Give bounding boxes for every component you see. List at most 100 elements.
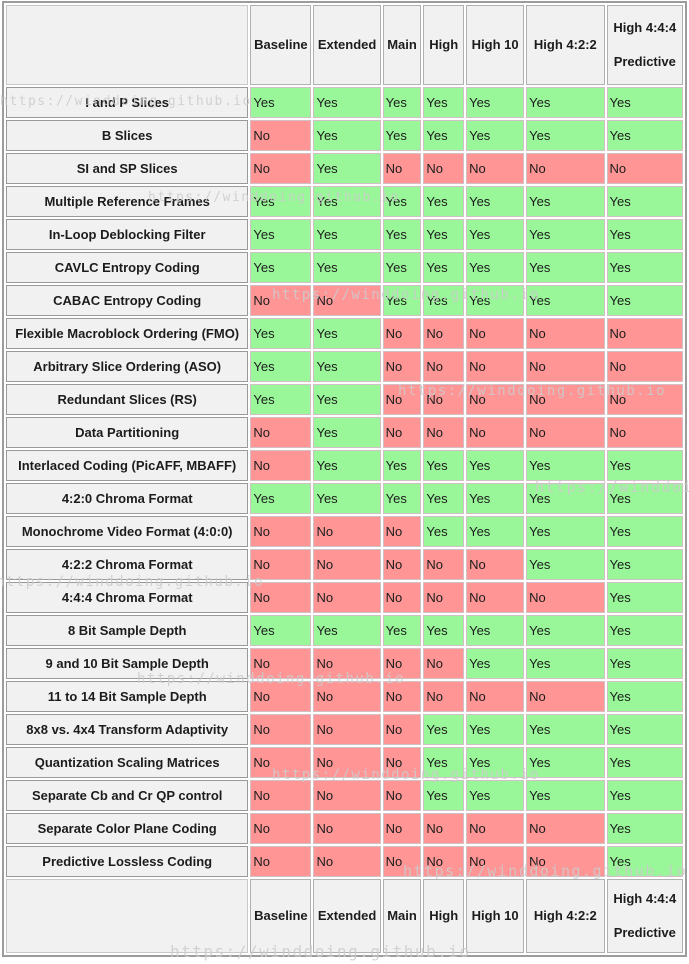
support-cell: No (382, 384, 422, 415)
row-label: Monochrome Video Format (4:0:0) (6, 516, 249, 547)
support-cell: No (313, 648, 381, 679)
footer-corner-cell (6, 879, 249, 953)
support-cell: No (526, 846, 605, 877)
support-cell: No (382, 582, 422, 613)
header-corner-cell (6, 5, 249, 85)
support-cell: Yes (313, 450, 381, 481)
support-cell: Yes (313, 252, 381, 283)
support-cell: Yes (526, 483, 605, 514)
support-cell: Yes (423, 516, 465, 547)
feature-row-4-4-4-chroma-format: 4:4:4 Chroma Format No No No No No No Yes (6, 582, 683, 613)
support-cell: No (382, 153, 422, 184)
support-cell: Yes (313, 186, 381, 217)
row-label: Separate Cb and Cr QP control (6, 780, 249, 811)
row-label: I and P Slices (6, 87, 249, 118)
support-cell: No (382, 351, 422, 382)
row-label: Separate Color Plane Coding (6, 813, 249, 844)
support-cell: Yes (250, 351, 312, 382)
support-cell: No (423, 351, 465, 382)
support-cell: No (606, 384, 683, 415)
support-cell: No (250, 516, 312, 547)
column-header-high-4-2-2: High 4:2:2 (526, 879, 605, 953)
row-label: Multiple Reference Frames (6, 186, 249, 217)
support-cell: Yes (606, 549, 683, 580)
support-cell: Yes (466, 780, 525, 811)
support-cell: No (466, 351, 525, 382)
feature-row-b-slices: B Slices No Yes Yes Yes Yes Yes Yes (6, 120, 683, 151)
row-label: 8x8 vs. 4x4 Transform Adaptivity (6, 714, 249, 745)
support-cell: Yes (526, 780, 605, 811)
support-cell: Yes (466, 483, 525, 514)
support-cell: No (250, 153, 312, 184)
support-cell: No (313, 846, 381, 877)
feature-row-flexible-macroblock-ordering-fmo: Flexible Macroblock Ordering (FMO) Yes Yes… (6, 318, 683, 349)
row-label: Data Partitioning (6, 417, 249, 448)
support-cell: No (466, 681, 525, 712)
feature-row-data-partitioning: Data Partitioning No Yes No No No No No (6, 417, 683, 448)
support-cell: No (466, 153, 525, 184)
support-cell: Yes (382, 252, 422, 283)
support-cell: Yes (313, 384, 381, 415)
support-cell: No (423, 549, 465, 580)
support-cell: No (250, 714, 312, 745)
support-cell: Yes (250, 252, 312, 283)
support-cell: Yes (250, 615, 312, 646)
support-cell: No (250, 648, 312, 679)
column-header-extended: Extended (313, 879, 381, 953)
support-cell: Yes (606, 846, 683, 877)
support-cell: No (313, 516, 381, 547)
support-cell: No (313, 582, 381, 613)
column-header-high-10: High 10 (466, 5, 525, 85)
support-cell: Yes (466, 516, 525, 547)
row-label: Predictive Lossless Coding (6, 846, 249, 877)
support-cell: Yes (526, 747, 605, 778)
support-cell: No (466, 384, 525, 415)
support-cell: Yes (313, 417, 381, 448)
support-cell: Yes (466, 648, 525, 679)
feature-row-cavlc-entropy-coding: CAVLC Entropy Coding Yes Yes Yes Yes Yes Yes Ye… (6, 252, 683, 283)
support-cell: Yes (466, 714, 525, 745)
support-cell: No (382, 813, 422, 844)
support-cell: No (423, 417, 465, 448)
feature-row-arbitrary-slice-ordering-aso: Arbitrary Slice Ordering (ASO) Yes Yes No No… (6, 351, 683, 382)
row-label: Flexible Macroblock Ordering (FMO) (6, 318, 249, 349)
feature-row-multiple-reference-frames: Multiple Reference Frames Yes Yes Yes Yes Yes… (6, 186, 683, 217)
support-cell: Yes (606, 186, 683, 217)
support-cell: Yes (526, 615, 605, 646)
column-header-main: Main (382, 5, 422, 85)
support-cell: Yes (313, 483, 381, 514)
support-cell: Yes (423, 219, 465, 250)
support-cell: Yes (382, 615, 422, 646)
support-cell: Yes (313, 219, 381, 250)
support-cell: No (382, 549, 422, 580)
support-cell: Yes (423, 615, 465, 646)
support-cell: Yes (606, 285, 683, 316)
support-cell: Yes (382, 219, 422, 250)
row-label: CABAC Entropy Coding (6, 285, 249, 316)
row-label: B Slices (6, 120, 249, 151)
feature-row-11-to-14-bit-sample-depth: 11 to 14 Bit Sample Depth No No No No No No Yes (6, 681, 683, 712)
support-cell: Yes (313, 120, 381, 151)
support-cell: No (382, 780, 422, 811)
support-cell: No (382, 681, 422, 712)
support-cell: No (526, 582, 605, 613)
support-cell: No (466, 813, 525, 844)
support-cell: No (526, 384, 605, 415)
row-label: Interlaced Coding (PicAFF, MBAFF) (6, 450, 249, 481)
support-cell: Yes (606, 648, 683, 679)
support-cell: Yes (606, 681, 683, 712)
support-cell: No (466, 318, 525, 349)
column-header-high: High (423, 5, 465, 85)
support-cell: Yes (526, 648, 605, 679)
support-cell: No (466, 846, 525, 877)
feature-row-predictive-lossless-coding: Predictive Lossless Coding No No No No No No Ye… (6, 846, 683, 877)
support-cell: Yes (606, 615, 683, 646)
support-cell: Yes (526, 549, 605, 580)
support-cell: No (250, 417, 312, 448)
support-cell: No (313, 285, 381, 316)
feature-row-si-and-sp-slices: SI and SP Slices No Yes No No No No No (6, 153, 683, 184)
support-cell: No (526, 351, 605, 382)
row-label: Redundant Slices (RS) (6, 384, 249, 415)
support-cell: Yes (526, 219, 605, 250)
